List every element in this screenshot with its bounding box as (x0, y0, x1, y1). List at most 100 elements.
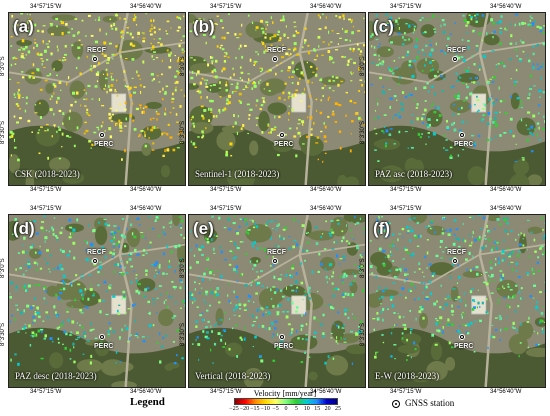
velocity-point (24, 109, 27, 113)
velocity-point (175, 113, 178, 116)
velocity-point (400, 102, 403, 105)
velocity-point (34, 312, 37, 316)
station-label-perc: PERC (94, 141, 114, 148)
velocity-point (273, 275, 276, 279)
velocity-point (200, 287, 203, 289)
velocity-point (153, 51, 156, 53)
velocity-point (236, 280, 239, 282)
velocity-point (279, 37, 282, 40)
velocity-point (408, 38, 410, 41)
velocity-point (160, 73, 163, 76)
velocity-point (452, 242, 456, 246)
velocity-point (275, 72, 277, 76)
velocity-point (313, 331, 317, 334)
velocity-point (507, 221, 509, 225)
velocity-point (236, 231, 240, 235)
velocity-point (428, 123, 431, 127)
velocity-point (359, 118, 362, 121)
velocity-point (380, 63, 384, 66)
velocity-point (301, 231, 303, 233)
velocity-point (21, 327, 25, 330)
velocity-point (164, 334, 168, 337)
velocity-point (54, 234, 58, 238)
velocity-point (111, 53, 115, 56)
velocity-point (520, 39, 522, 42)
velocity-point (110, 84, 114, 87)
velocity-point (247, 132, 249, 135)
velocity-point (16, 82, 20, 84)
vegetation-patch (95, 225, 108, 246)
velocity-point (90, 69, 93, 72)
velocity-point (110, 75, 112, 79)
velocity-point (271, 336, 274, 339)
velocity-point (455, 297, 457, 299)
velocity-point (334, 49, 339, 51)
velocity-point (176, 59, 179, 63)
velocity-point (108, 42, 112, 45)
velocity-point (55, 293, 58, 297)
velocity-point (20, 24, 22, 27)
velocity-point (15, 103, 19, 106)
velocity-point (152, 227, 155, 230)
velocity-point (428, 18, 431, 20)
velocity-point (47, 45, 50, 49)
velocity-point (42, 41, 45, 44)
velocity-point (288, 95, 292, 97)
velocity-point (510, 34, 513, 38)
velocity-point (442, 30, 446, 34)
velocity-point (396, 248, 399, 250)
velocity-point (33, 319, 36, 322)
velocity-point (214, 324, 217, 327)
velocity-point (331, 231, 335, 234)
velocity-point (159, 293, 162, 296)
velocity-point (133, 271, 135, 273)
velocity-point (112, 242, 116, 246)
velocity-point (466, 323, 470, 326)
velocity-point (268, 132, 270, 134)
velocity-point (153, 126, 156, 130)
velocity-point (215, 115, 218, 118)
velocity-point (287, 69, 291, 72)
velocity-point (235, 324, 238, 327)
velocity-point (297, 81, 300, 85)
velocity-point (460, 55, 464, 59)
velocity-point (50, 23, 53, 27)
velocity-point (21, 76, 25, 79)
velocity-point (434, 343, 438, 346)
velocity-point (292, 70, 295, 74)
velocity-point (46, 75, 50, 77)
velocity-point (468, 216, 472, 219)
velocity-point (69, 109, 71, 113)
velocity-point (125, 272, 129, 274)
velocity-point (502, 251, 505, 255)
velocity-point (520, 297, 522, 300)
velocity-point (540, 311, 544, 315)
velocity-point (151, 149, 155, 151)
vegetation-patch (189, 83, 200, 90)
velocity-point (58, 109, 62, 113)
velocity-point (452, 310, 455, 313)
velocity-point (427, 132, 431, 134)
velocity-point (317, 35, 321, 39)
velocity-point (342, 282, 344, 284)
velocity-point (408, 288, 411, 293)
velocity-point (307, 51, 311, 55)
road (369, 243, 545, 286)
velocity-point (489, 266, 493, 270)
vegetation-patch (513, 159, 530, 176)
velocity-point (439, 305, 442, 309)
velocity-point (286, 311, 289, 313)
velocity-point (180, 58, 184, 62)
velocity-point (251, 87, 254, 90)
velocity-point (142, 254, 145, 257)
velocity-point (254, 335, 257, 339)
velocity-point (161, 231, 165, 233)
velocity-point (272, 359, 276, 362)
velocity-point (300, 281, 304, 285)
velocity-point (383, 235, 386, 237)
velocity-point (331, 282, 334, 285)
velocity-point (245, 222, 249, 226)
velocity-point (398, 315, 401, 319)
velocity-point (396, 114, 400, 117)
station-label-recf: RECF (87, 249, 107, 256)
